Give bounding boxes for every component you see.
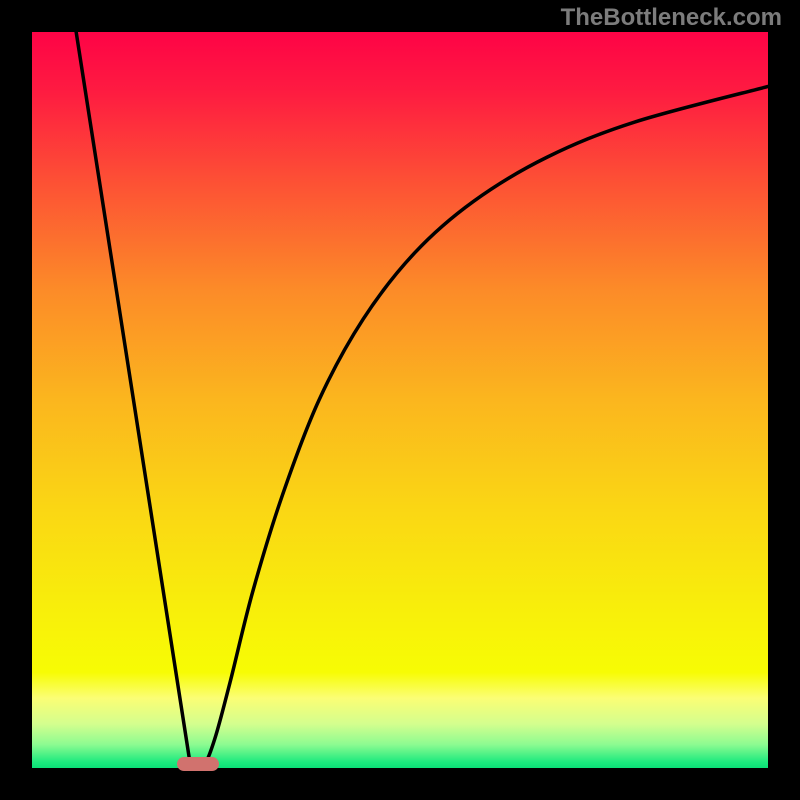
chart-container: { "watermark": { "text": "TheBottleneck.…	[0, 0, 800, 800]
bottleneck-marker	[177, 757, 219, 771]
chart-gradient-area	[32, 32, 768, 768]
chart-svg	[32, 32, 768, 768]
watermark-text: TheBottleneck.com	[561, 4, 782, 32]
bottleneck-curve	[76, 32, 768, 768]
